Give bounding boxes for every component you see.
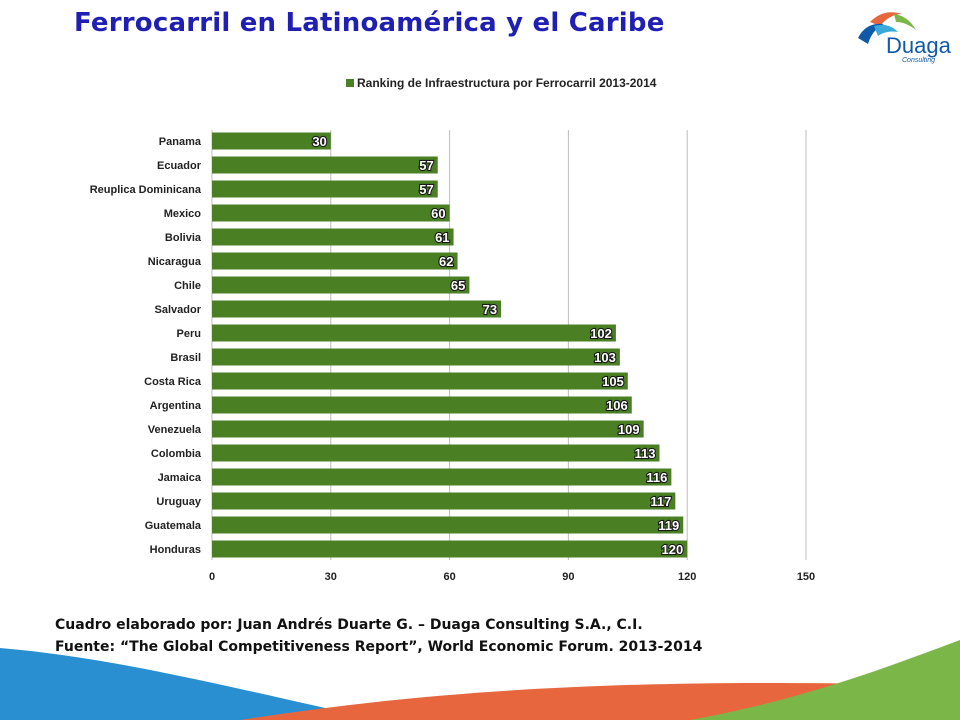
legend-label: Ranking de Infraestructura por Ferrocarr… <box>357 76 657 90</box>
bar <box>212 204 450 222</box>
bar <box>212 300 502 318</box>
bar <box>212 252 458 270</box>
bar-value-label: 105 <box>602 374 624 389</box>
bar <box>212 492 676 510</box>
category-labels: Panama Ecuador Reuplica Dominicana Mexico Bo… <box>90 136 202 556</box>
bar-value-label: 113 <box>634 446 655 461</box>
category-label: Colombia <box>151 448 202 460</box>
x-tick-label: 30 <box>325 571 337 583</box>
bars <box>212 132 688 558</box>
logo-swoosh-green <box>894 14 916 30</box>
bar-value-label: 65 <box>451 278 465 293</box>
bar-value-label: 57 <box>419 158 433 173</box>
logo-tagline: Consulting <box>902 57 935 64</box>
data-labels: 30 57 57 60 61 62 65 73 102 103 105 106 109 113 116 117… <box>311 133 684 558</box>
x-axis-ticks: 0 30 60 90 120 150 <box>209 571 815 583</box>
bar-value-label: 119 <box>658 518 679 533</box>
x-tick-label: 90 <box>562 571 574 583</box>
category-label: Jamaica <box>158 472 202 484</box>
bar <box>212 420 644 438</box>
x-tick-label: 120 <box>678 571 696 583</box>
bar <box>212 396 632 414</box>
bar-value-label: 57 <box>419 182 433 197</box>
category-label: Costa Rica <box>144 376 202 388</box>
bar <box>212 444 660 462</box>
bar-value-label: 117 <box>650 494 671 509</box>
category-label: Reuplica Dominicana <box>90 184 202 196</box>
category-label: Mexico <box>164 208 202 220</box>
duaga-logo: Duaga Consulting <box>850 4 960 66</box>
category-label: Argentina <box>150 400 202 412</box>
category-label: Peru <box>177 328 201 340</box>
bar <box>212 228 454 246</box>
bar <box>212 180 438 198</box>
bar-value-label: 120 <box>661 542 683 557</box>
x-tick-label: 150 <box>797 571 815 583</box>
x-tick-label: 0 <box>209 571 215 583</box>
category-label: Ecuador <box>157 160 202 172</box>
category-label: Brasil <box>170 352 201 364</box>
footer-author: Cuadro elaborado por: Juan Andrés Duarte… <box>55 617 643 633</box>
category-label: Uruguay <box>156 496 202 508</box>
bar-value-label: 116 <box>646 470 667 485</box>
bar <box>212 516 684 534</box>
bar <box>212 276 470 294</box>
bar-value-label: 60 <box>431 206 445 221</box>
blue-wave <box>0 648 380 720</box>
logo-mark: Duaga Consulting <box>858 12 952 64</box>
bar <box>212 156 438 174</box>
legend-swatch <box>346 79 354 87</box>
category-label: Chile <box>174 280 201 292</box>
category-label: Venezuela <box>148 424 202 436</box>
bar-value-label: 103 <box>594 350 616 365</box>
logo-name: Duaga <box>886 33 952 58</box>
logo-swoosh-orange <box>870 12 902 26</box>
bar <box>212 540 688 558</box>
bar <box>212 468 672 486</box>
bar <box>212 348 620 366</box>
category-label: Panama <box>159 136 202 148</box>
green-wave <box>690 640 960 720</box>
chart-legend: Ranking de Infraestructura por Ferrocarr… <box>346 76 657 90</box>
x-tick-label: 60 <box>443 571 455 583</box>
category-label: Nicaragua <box>148 256 202 268</box>
bar-value-label: 73 <box>483 302 497 317</box>
category-label: Honduras <box>150 544 201 556</box>
gridlines <box>211 130 807 560</box>
bar-chart: Ranking de Infraestructura por Ferrocarr… <box>90 76 815 583</box>
category-label: Salvador <box>155 304 202 316</box>
bar-value-label: 106 <box>606 398 628 413</box>
bar-value-label: 30 <box>312 134 326 149</box>
footer-notes: Cuadro elaborado por: Juan Andrés Duarte… <box>55 614 702 658</box>
logo-swoosh-blue <box>858 23 884 44</box>
category-label: Bolivia <box>165 232 202 244</box>
category-label: Guatemala <box>145 520 202 532</box>
bar <box>212 324 616 342</box>
bar <box>212 132 331 150</box>
bar-value-label: 102 <box>590 326 612 341</box>
slide-title: Ferrocarril en Latinoamérica y el Caribe <box>74 8 665 38</box>
bar-value-label: 109 <box>618 422 640 437</box>
logo-swoosh-lightblue <box>874 24 898 36</box>
bar-value-label: 61 <box>435 230 449 245</box>
bar <box>212 372 628 390</box>
footer-source: Fuente: “The Global Competitiveness Repo… <box>55 639 703 655</box>
bar-value-label: 62 <box>439 254 453 269</box>
